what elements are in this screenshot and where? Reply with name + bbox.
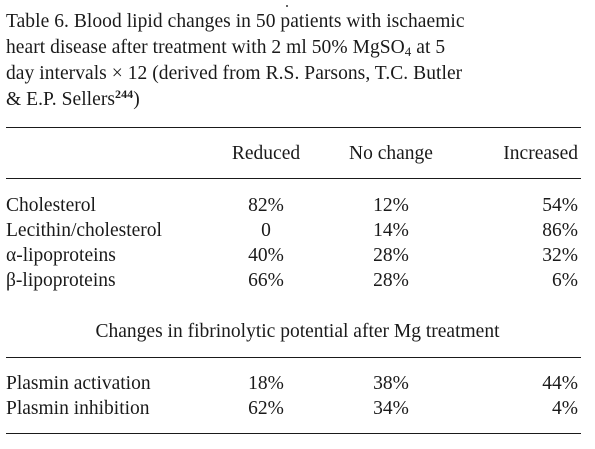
cell-activation-increased: 44% [542,373,578,394]
cell-lecithin-no-change: 14% [373,220,409,241]
row-label-plasmin-activation: Plasmin activation [6,373,151,394]
cell-activation-no-change: 38% [373,373,409,394]
cell-lecithin-increased: 86% [542,220,578,241]
caption-line-1: Table 6. Blood lipid changes in 50 patie… [6,11,465,32]
caption-line-2-text: heart disease after treatment with 2 ml … [6,37,405,58]
cell-alpha-reduced: 40% [248,245,284,266]
caption-line-2-end: at 5 [411,37,446,58]
cell-lecithin-reduced: 0 [261,220,271,241]
cell-alpha-increased: 32% [542,245,578,266]
cell-inhibition-reduced: 62% [248,398,284,419]
caption-subscript: 4 [404,44,412,59]
cell-alpha-no-change: 28% [373,245,409,266]
cell-cholesterol-no-change: 12% [373,195,409,216]
row-label-alpha-lipoproteins: α-lipoproteins [6,245,116,266]
print-speck [286,5,288,7]
section-rule [6,357,581,358]
column-header-no-change: No change [349,143,433,164]
caption-reference-superscript: 244 [115,87,134,101]
caption-line-4-end: ) [133,89,140,110]
row-label-cholesterol: Cholesterol [6,195,96,216]
cell-activation-reduced: 18% [248,373,284,394]
cell-beta-reduced: 66% [248,270,284,291]
caption-line-4-text: & E.P. Sellers [6,89,116,110]
cell-cholesterol-increased: 54% [542,195,578,216]
caption-line-2: heart disease after treatment with 2 ml … [6,36,445,60]
fibrinolytic-section-title: Changes in fibrinolytic potential after … [95,321,500,342]
row-label-plasmin-inhibition: Plasmin inhibition [6,398,150,419]
bottom-rule [6,433,581,434]
caption-line-3: day intervals × 12 (derived from R.S. Pa… [6,63,463,84]
caption-line-4: & E.P. Sellers244) [6,88,140,112]
top-rule [6,127,581,128]
cell-inhibition-increased: 4% [552,398,578,419]
cell-beta-increased: 6% [552,270,578,291]
column-header-reduced: Reduced [231,143,301,164]
row-label-lecithin-cholesterol: Lecithin/cholesterol [6,220,162,241]
row-label-beta-lipoproteins: β-lipoproteins [6,270,116,291]
cell-inhibition-no-change: 34% [373,398,409,419]
cell-beta-no-change: 28% [373,270,409,291]
column-header-increased: Increased [503,143,578,164]
cell-cholesterol-reduced: 82% [248,195,284,216]
header-rule [6,178,581,179]
